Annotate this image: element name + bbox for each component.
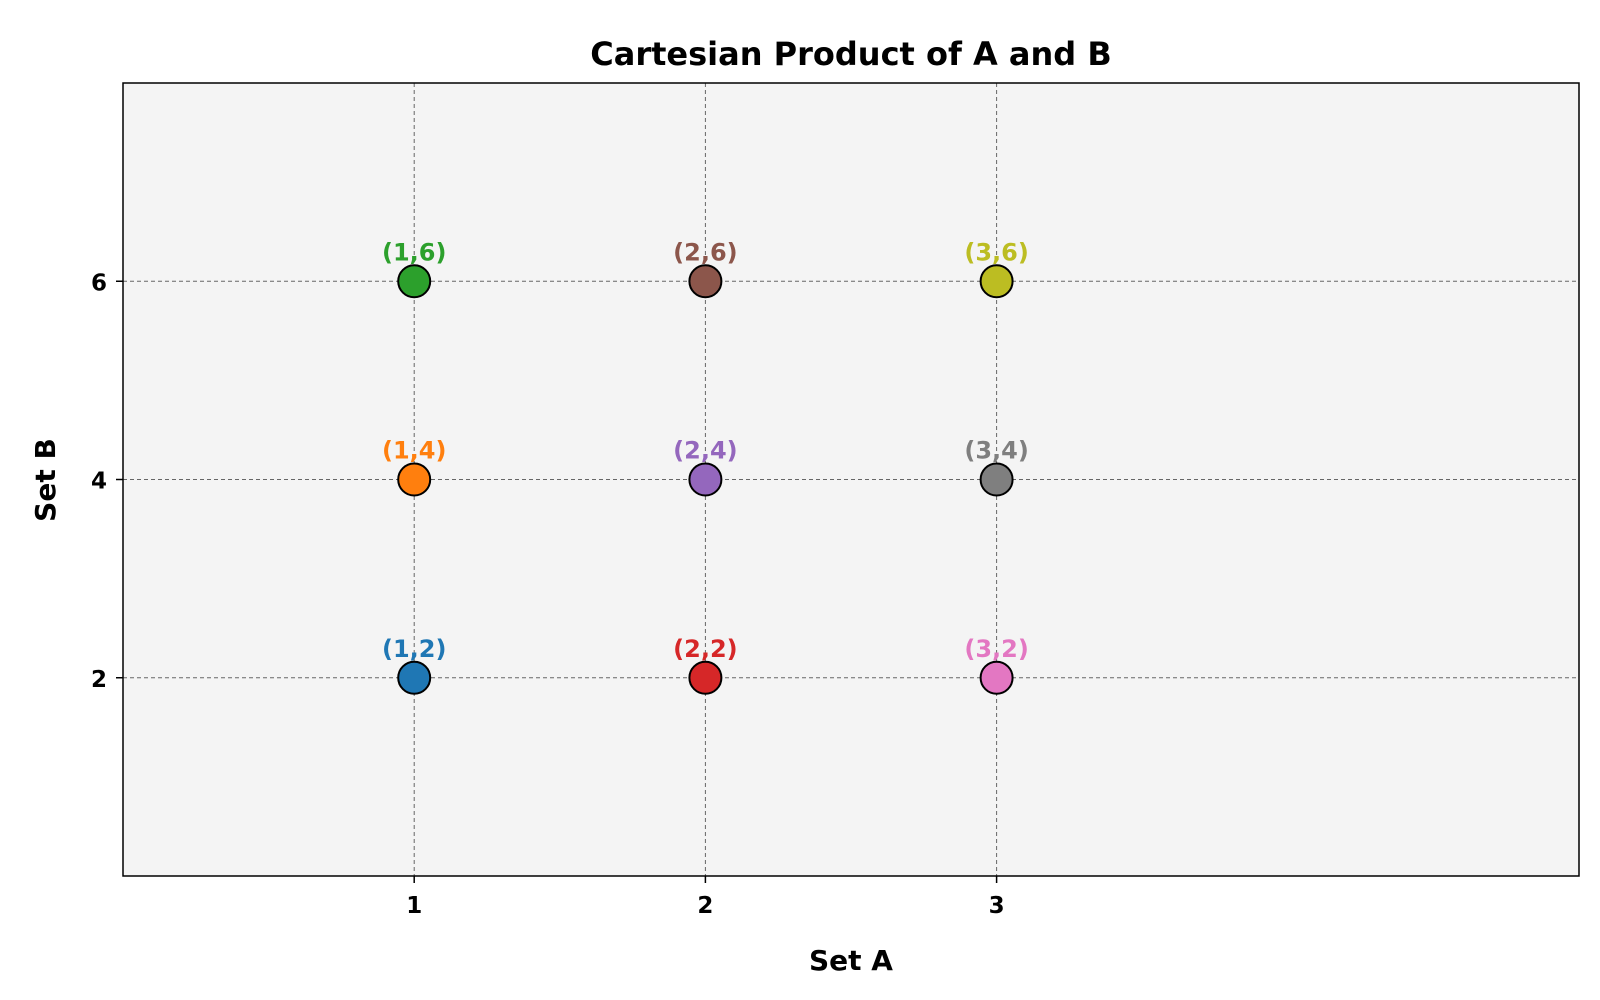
plot-frame bbox=[122, 82, 1580, 877]
data-point bbox=[979, 660, 1014, 695]
point-label: (3,6) bbox=[964, 238, 1028, 266]
point-label: (2,2) bbox=[673, 635, 737, 663]
point-label: (2,6) bbox=[673, 238, 737, 266]
point-label: (2,4) bbox=[673, 437, 737, 465]
axes: 1 2 3 2 4 6 bbox=[91, 270, 1005, 919]
grid-lines bbox=[123, 83, 1579, 876]
x-tick-label: 1 bbox=[406, 893, 422, 919]
data-point bbox=[397, 462, 432, 497]
x-tick-label: 2 bbox=[697, 893, 713, 919]
chart-title: Cartesian Product of A and B bbox=[590, 35, 1111, 73]
data-points: (1,2) (1,4) (1,6) (2,2) (2,4) (2,6) (3,2) (3,4)… bbox=[382, 238, 1029, 695]
data-point bbox=[688, 462, 723, 497]
x-axis-label: Set A bbox=[809, 944, 893, 977]
point-label: (1,4) bbox=[382, 437, 446, 465]
y-tick-label: 6 bbox=[91, 270, 107, 296]
point-label: (1,6) bbox=[382, 238, 446, 266]
point-label: (3,4) bbox=[964, 437, 1028, 465]
y-tick-label: 2 bbox=[91, 667, 107, 693]
data-point bbox=[397, 660, 432, 695]
data-point bbox=[979, 462, 1014, 497]
y-tick-label: 4 bbox=[91, 469, 107, 495]
point-label: (3,2) bbox=[964, 635, 1028, 663]
data-point bbox=[397, 264, 432, 299]
data-point bbox=[688, 660, 723, 695]
point-label: (1,2) bbox=[382, 635, 446, 663]
y-axis-label: Set B bbox=[29, 438, 62, 522]
data-point bbox=[979, 264, 1014, 299]
data-point bbox=[688, 264, 723, 299]
x-tick-label: 3 bbox=[989, 893, 1005, 919]
